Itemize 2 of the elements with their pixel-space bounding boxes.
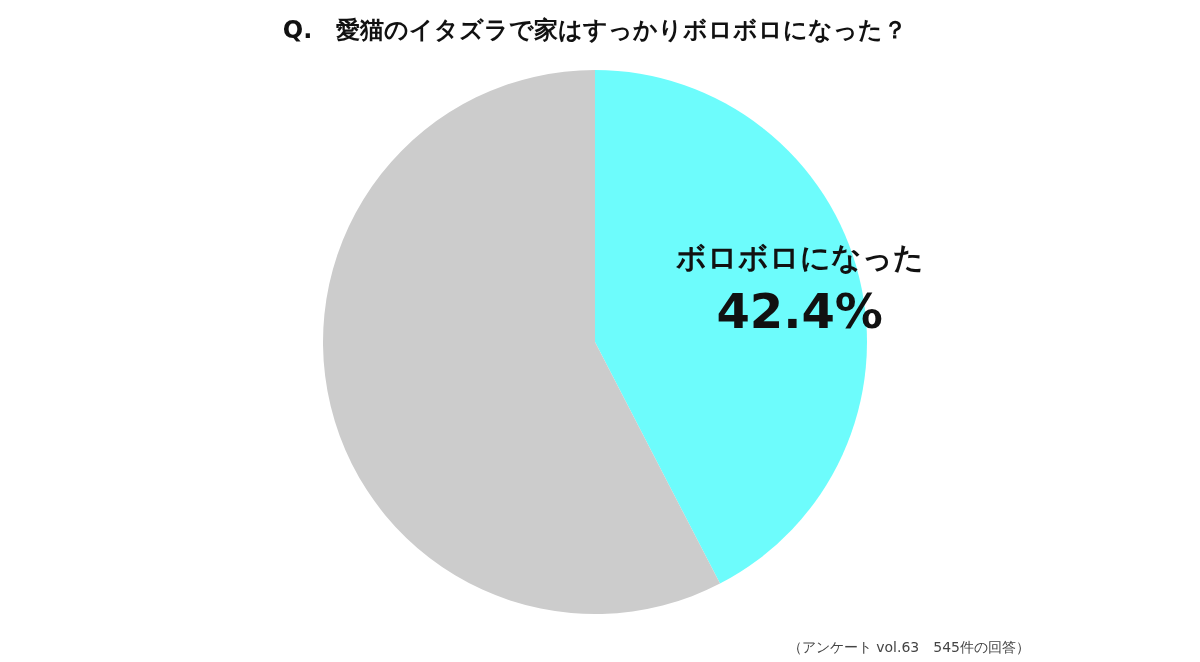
text: （アンケート vol.63 545件の回答）: [787, 639, 1030, 655]
chart-title: Q. 愛猫のイタズラで家はすっかりボロボロになった？: [282, 16, 908, 44]
